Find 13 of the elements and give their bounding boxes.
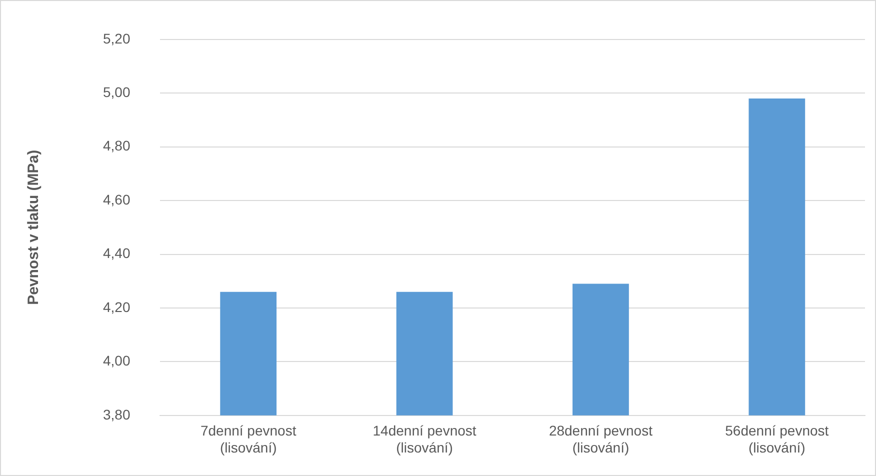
y-tick-label: 5,00: [103, 84, 130, 100]
x-tick-label: 56denní pevnost (lisování): [725, 422, 829, 456]
y-tick-label: 4,80: [103, 138, 130, 154]
y-tick-label: 4,20: [103, 298, 130, 315]
x-tick-label: 28denní pevnost (lisování): [548, 422, 653, 456]
y-axis-title: Pevnost v tlaku (MPa): [25, 150, 42, 305]
y-tick-label: 4,00: [103, 352, 130, 369]
y-tick-label: 4,40: [103, 245, 130, 262]
x-tick-label: 7denní pevnost (lisování): [200, 422, 296, 456]
y-tick-label: 3,80: [103, 406, 130, 422]
y-tick-label: 5,20: [103, 30, 130, 46]
y-tick-label: 4,60: [103, 191, 130, 208]
x-tick-label: 14denní pevnost (lisování): [372, 422, 476, 456]
